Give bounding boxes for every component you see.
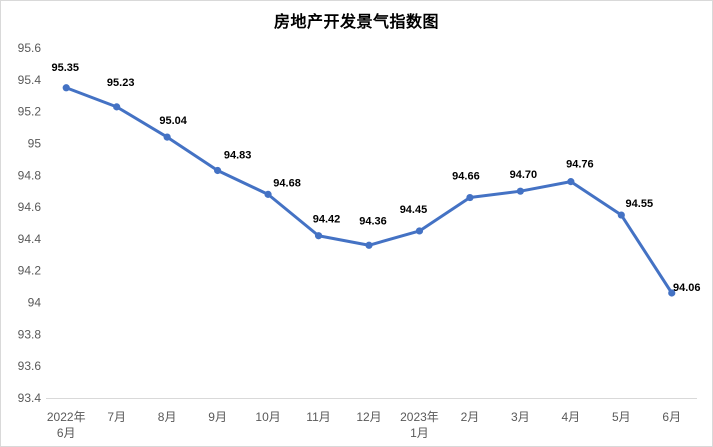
y-tick-label: 95.6 [18,41,42,55]
data-point-marker [567,178,575,186]
x-tick-label: 12月 [356,410,381,424]
y-tick-label: 94.2 [18,264,42,278]
y-tick-label: 94.4 [18,232,42,246]
data-point-marker [415,227,424,235]
y-tick-label: 93.4 [18,391,42,405]
data-point-marker [466,193,474,202]
y-tick-label: 94 [28,296,42,310]
series-line [64,86,674,295]
y-tick-label: 93.6 [18,359,42,373]
data-point-marker [163,133,171,141]
y-tick-label: 95.2 [18,105,42,119]
data-point-label: 94.70 [510,169,538,181]
data-point-label: 94.42 [313,214,341,226]
x-tick-label: 2023年 1月 [400,410,439,440]
y-tick-label: 95 [28,136,42,150]
data-point-label: 94.83 [224,150,252,162]
data-point-marker [113,103,121,111]
x-tick-label: 2022年 6月 [47,410,86,440]
data-point-label: 94.55 [626,198,654,210]
x-tick-label: 10月 [255,410,280,424]
data-point-label: 94.68 [273,177,301,189]
data-point-label: 95.35 [51,62,79,74]
data-point-marker [62,84,70,92]
data-point-label: 94.66 [452,171,480,183]
x-tick-label: 6月 [662,410,681,424]
y-tick-label: 95.4 [18,73,42,87]
data-point-marker [214,166,222,175]
data-point-label: 94.45 [400,204,428,216]
x-tick-label: 4月 [562,410,581,424]
y-tick-label: 93.8 [18,327,42,341]
y-tick-label: 94.8 [18,168,42,182]
chart-title: 房地产开发景气指数图 [273,14,439,31]
data-point-marker [264,190,272,198]
x-tick-label: 5月 [612,410,631,424]
y-tick-label: 94.6 [18,200,42,214]
x-tick-label: 3月 [511,410,530,424]
data-point-marker [668,289,676,297]
data-point-marker [365,241,373,249]
x-tick-label: 8月 [158,410,177,424]
data-point-marker [314,232,323,240]
data-point-label: 95.04 [159,115,187,127]
data-point-marker [617,211,625,219]
data-point-marker [516,187,524,195]
x-tick-label: 9月 [208,410,227,424]
x-tick-label: 7月 [107,410,126,424]
x-tick-label: 11月 [306,410,330,424]
data-point-label: 94.06 [673,282,701,294]
x-tick-label: 2月 [461,410,480,424]
data-point-label: 95.23 [107,77,135,89]
data-point-label: 94.36 [359,215,387,227]
data-point-label: 94.76 [566,159,594,171]
